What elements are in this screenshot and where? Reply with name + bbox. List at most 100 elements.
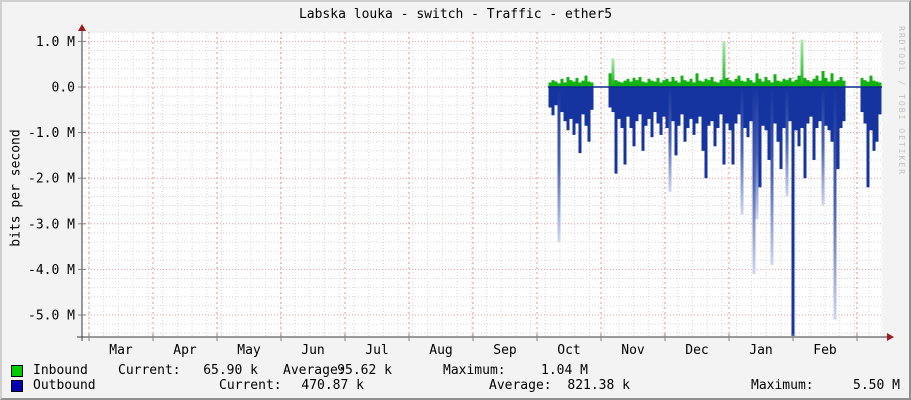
inbound-bar — [773, 74, 777, 87]
inbound-bar — [833, 81, 837, 87]
inbound-bar — [803, 77, 807, 87]
x-tick-label: Sep — [493, 343, 517, 358]
outbound-bar — [749, 87, 753, 122]
y-tick-label: 0.0 — [52, 81, 75, 96]
outbound-bar — [740, 87, 744, 215]
outbound-bar — [551, 87, 555, 116]
outbound-bar — [644, 87, 648, 126]
outbound-bar — [611, 87, 615, 113]
x-tick-label: Jun — [301, 343, 324, 358]
outbound-bar — [743, 87, 747, 129]
inbound-bar — [866, 81, 870, 87]
outbound-bar — [755, 87, 759, 220]
rrdtool-watermark: RRDTOOL / TOBI OETIKER — [897, 26, 906, 176]
outbound-bar — [548, 87, 552, 108]
inbound-bar — [746, 77, 750, 87]
inbound-bar — [638, 76, 642, 87]
outbound-bar — [638, 87, 642, 115]
inbound-bar — [821, 71, 825, 87]
inbound-bar — [548, 82, 552, 87]
outbound-bar — [668, 87, 672, 192]
inbound-bar — [635, 80, 639, 87]
inbound-bar — [878, 82, 882, 87]
inbound-bar — [863, 80, 867, 87]
x-tick-label: Apr — [173, 343, 197, 358]
outbound-bar — [821, 87, 825, 206]
outbound-bar — [713, 87, 717, 147]
inbound-bar — [827, 81, 831, 87]
inbound-bar — [728, 80, 732, 87]
outbound-bar — [626, 87, 630, 117]
inbound-bar — [842, 80, 846, 87]
inbound-bar — [872, 80, 876, 87]
outbound-bar — [836, 87, 840, 170]
outbound-bar — [776, 87, 780, 142]
outbound-bar — [665, 87, 669, 129]
outbound-bar — [686, 87, 690, 129]
outbound-bar — [788, 87, 792, 122]
inbound-bar — [569, 80, 573, 87]
outbound-bar — [782, 87, 786, 129]
outbound-bar — [578, 87, 582, 154]
outbound-bar — [860, 87, 864, 113]
inbound-bar — [665, 78, 669, 87]
outbound-bar — [623, 87, 627, 165]
inbound-bar — [800, 39, 804, 87]
inbound-bar — [680, 75, 684, 87]
outbound-bar — [839, 87, 843, 129]
inbound-bar — [701, 81, 705, 87]
outbound-bar — [758, 87, 762, 188]
outbound-bar — [632, 87, 636, 147]
inbound-bar — [659, 82, 663, 87]
x-tick-label: Jul — [365, 343, 388, 358]
outbound-bar — [617, 87, 621, 119]
outbound-bar — [590, 87, 594, 110]
inbound-bar — [716, 82, 720, 87]
outbound-bar — [608, 87, 612, 108]
inbound-bar — [782, 78, 786, 87]
outbound-bar — [863, 87, 867, 124]
inbound-bar — [791, 81, 795, 87]
inbound-bar — [722, 41, 726, 87]
outbound-current-value: 470.87 k — [301, 378, 364, 393]
outbound-bar — [641, 87, 645, 151]
outbound-bar — [701, 87, 705, 151]
outbound-bar — [824, 87, 828, 126]
outbound-bar — [683, 87, 687, 142]
outbound-maximum-value: 5.50 M — [853, 378, 900, 393]
inbound-bar — [875, 81, 879, 87]
inbound-average-label: Average: — [283, 363, 346, 378]
outbound-bar — [800, 87, 804, 129]
inbound-bar — [683, 80, 687, 87]
outbound-bar — [734, 87, 738, 124]
x-tick-label: Nov — [621, 343, 645, 358]
inbound-bar — [623, 80, 627, 87]
inbound-bar — [641, 81, 645, 87]
outbound-bar — [656, 87, 660, 124]
inbound-bar — [731, 81, 735, 87]
inbound-bar — [608, 73, 612, 87]
inbound-current-value: 65.90 k — [203, 363, 258, 378]
inbound-bar — [686, 81, 690, 87]
outbound-bar — [659, 87, 663, 135]
inbound-bar — [704, 78, 708, 87]
y-tick-label: 1.0 M — [36, 35, 75, 50]
outbound-bar — [779, 87, 783, 170]
inbound-bar — [779, 81, 783, 87]
inbound-bar — [671, 76, 675, 87]
x-tick-label: Aug — [429, 343, 452, 358]
outbound-bar — [794, 87, 798, 131]
inbound-bar — [707, 80, 711, 87]
inbound-bar — [581, 80, 585, 87]
inbound-bar — [560, 78, 564, 87]
inbound-bar — [743, 81, 747, 87]
inbound-bar — [647, 78, 651, 87]
outbound-bar — [722, 87, 726, 165]
outbound-bar — [806, 87, 810, 124]
outbound-bar — [629, 87, 633, 129]
outbound-bar — [692, 87, 696, 135]
x-tick-label: Mar — [109, 343, 133, 358]
x-tick-label: Oct — [557, 343, 580, 358]
